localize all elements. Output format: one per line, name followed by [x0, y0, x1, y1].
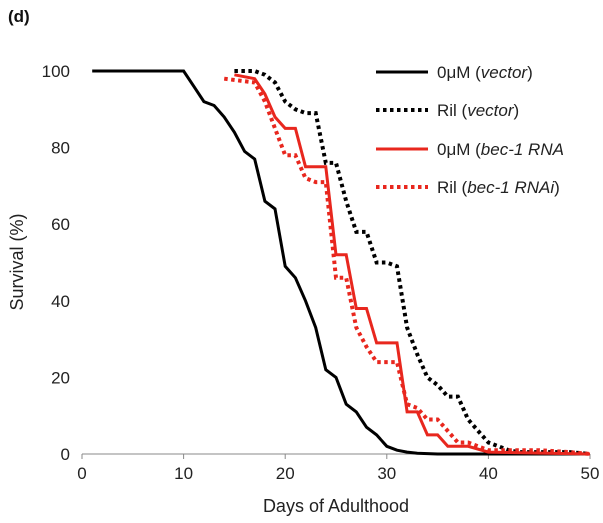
panel-label: (d)	[8, 7, 30, 26]
legend-label: 0μM (vector)	[437, 63, 533, 82]
x-tick-label: 50	[581, 464, 600, 483]
axes: 0 10 20 30 40 50 0 20 40 60 80 100	[42, 62, 600, 483]
legend: 0μM (vector) Ril (vector) 0μM (bec-1 RNA Ri…	[376, 63, 564, 197]
series-line-2	[234, 69, 591, 456]
y-tick-label: 60	[51, 215, 70, 234]
series-line-4	[223, 76, 591, 456]
x-tick-label: 30	[377, 464, 396, 483]
y-tick-label: 80	[51, 139, 70, 158]
legend-label: 0μM (bec-1 RNA	[437, 140, 564, 159]
series-layer	[92, 69, 591, 456]
x-tick-label: 10	[174, 464, 193, 483]
series-line-1	[92, 69, 590, 456]
legend-label: Ril (bec-1 RNAi)	[437, 178, 560, 197]
y-tick-label: 0	[61, 445, 70, 464]
y-tick-label: 40	[51, 292, 70, 311]
legend-label: Ril (vector)	[437, 101, 519, 120]
x-tick-label: 20	[276, 464, 295, 483]
y-tick-label: 20	[51, 368, 70, 387]
x-tick-label: 40	[479, 464, 498, 483]
series-line-3	[234, 73, 591, 456]
x-axis-title: Days of Adulthood	[263, 496, 409, 516]
y-tick-label: 100	[42, 62, 70, 81]
x-tick-label: 0	[77, 464, 86, 483]
y-axis-title: Survival (%)	[7, 213, 27, 310]
